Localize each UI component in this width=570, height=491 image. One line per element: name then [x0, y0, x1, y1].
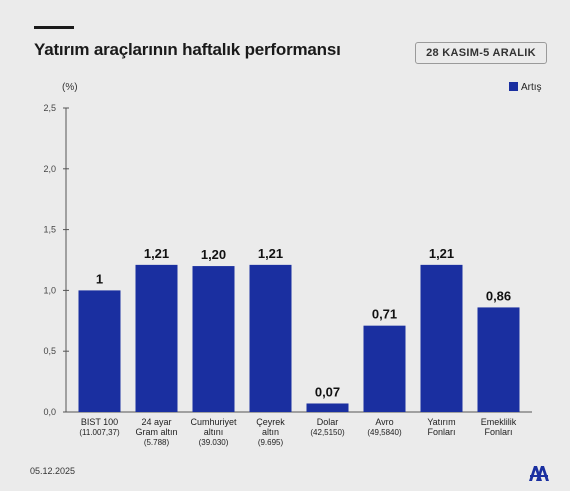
legend-label: Artış — [521, 82, 542, 93]
chart-title: Yatırım araçlarının haftalık performansı — [34, 40, 341, 59]
header-rule — [34, 26, 74, 29]
bar-value-label: 1,21 — [429, 246, 454, 261]
bar — [420, 264, 463, 412]
bar — [249, 264, 292, 412]
date-range-badge: 28 KASIM-5 ARALIK — [415, 42, 547, 64]
x-category-label: Avro — [375, 417, 393, 427]
x-category-label: (5.788) — [144, 438, 170, 447]
x-category-label: Fonları — [484, 427, 512, 437]
x-category-label: Çeyrek — [256, 417, 285, 427]
bar — [192, 266, 235, 412]
x-category-label: (39.030) — [199, 438, 229, 447]
y-tick-label: 0,5 — [43, 346, 56, 356]
x-category-label: Dolar — [317, 417, 339, 427]
y-tick-label: 0,0 — [43, 407, 56, 417]
bar — [78, 290, 121, 412]
y-tick-label: 1,0 — [43, 285, 56, 295]
y-tick-label: 2,5 — [43, 103, 56, 113]
x-category-label: BIST 100 — [81, 417, 118, 427]
x-category-label: (49,5840) — [367, 428, 402, 437]
bar — [306, 403, 349, 412]
x-category-label: Yatırım — [427, 417, 455, 427]
x-category-label: 24 ayar — [141, 417, 171, 427]
x-category-label: altın — [262, 427, 279, 437]
x-category-label: (42,5150) — [310, 428, 345, 437]
bar-value-label: 1 — [96, 271, 103, 286]
x-category-label: (11.007,37) — [79, 428, 120, 437]
x-category-label: altını — [204, 427, 224, 437]
bar — [363, 325, 406, 412]
x-category-label: Fonları — [427, 427, 455, 437]
y-tick-label: 1,5 — [43, 225, 56, 235]
aa-logo-icon — [529, 466, 549, 481]
bar-value-label: 0,71 — [372, 307, 397, 322]
footer-date: 05.12.2025 — [30, 466, 76, 476]
legend-swatch — [509, 82, 518, 91]
bar-value-label: 0,07 — [315, 384, 340, 399]
bar-value-label: 1,21 — [144, 246, 169, 261]
x-category-label: (9.695) — [258, 438, 284, 447]
x-category-label: Gram altın — [135, 427, 177, 437]
bar — [477, 307, 520, 412]
bar-value-label: 1,21 — [258, 246, 283, 261]
bar-value-label: 0,86 — [486, 288, 511, 303]
bar — [135, 264, 178, 412]
x-category-label: Cumhuriyet — [190, 417, 237, 427]
y-unit-label: (%) — [62, 82, 78, 93]
x-category-label: Emeklilik — [481, 417, 517, 427]
y-tick-label: 2,0 — [43, 164, 56, 174]
bar-value-label: 1,20 — [201, 247, 226, 262]
